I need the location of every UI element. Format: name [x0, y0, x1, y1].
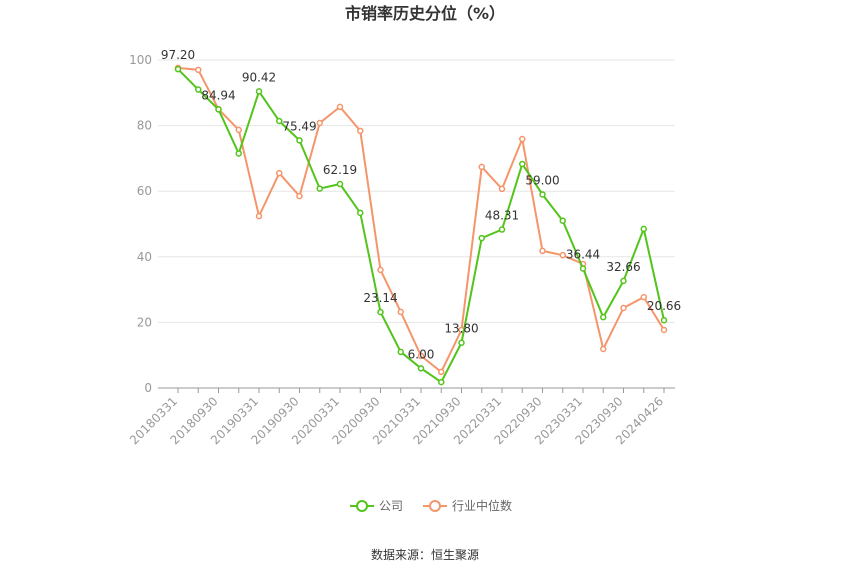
data-label: 6.00 [408, 347, 435, 361]
data-label: 75.49 [282, 119, 316, 133]
point [195, 86, 202, 93]
y-tick-label: 80 [137, 119, 152, 133]
data-label: 62.19 [323, 163, 357, 177]
series-line [177, 68, 665, 384]
point [660, 326, 668, 334]
point [255, 212, 263, 220]
chart-title: 市销率历史分位（%） [345, 4, 505, 23]
y-tick-label: 100 [129, 53, 152, 67]
data-label: 13.80 [444, 322, 478, 336]
point [316, 119, 323, 127]
source-note: 数据来源：恒生聚源 [371, 547, 479, 562]
legend-label: 公司 [379, 499, 403, 513]
legend-label: 行业中位数 [452, 498, 512, 513]
y-tick-label: 60 [137, 184, 152, 198]
data-label: 84.94 [201, 88, 235, 102]
point [316, 185, 323, 192]
point [195, 66, 202, 74]
point [478, 163, 485, 171]
data-label: 36.44 [566, 247, 600, 261]
point [296, 192, 303, 200]
point [539, 191, 546, 198]
point [478, 234, 485, 242]
point [620, 304, 627, 312]
point [357, 209, 364, 217]
point [539, 247, 546, 255]
point [579, 265, 587, 272]
point [498, 226, 506, 233]
legend-marker [356, 500, 368, 512]
point [640, 225, 647, 233]
point [438, 368, 445, 376]
point [519, 160, 526, 168]
point [276, 169, 283, 177]
data-label: 20.66 [647, 299, 681, 313]
point [235, 126, 242, 134]
point [336, 103, 344, 111]
point [458, 339, 465, 346]
point [377, 266, 384, 274]
data-label: 32.66 [606, 260, 640, 274]
point [397, 348, 404, 356]
point [660, 316, 668, 324]
point [640, 293, 647, 301]
point [620, 277, 627, 285]
point [377, 308, 384, 316]
data-label: 23.14 [363, 291, 397, 305]
point [600, 313, 607, 321]
data-label: 48.31 [485, 209, 519, 223]
point [174, 65, 182, 73]
point [417, 352, 425, 360]
y-tick-label: 0 [144, 381, 152, 395]
point [600, 345, 607, 353]
point [235, 150, 242, 157]
data-label: 90.42 [242, 70, 276, 84]
y-tick-label: 40 [137, 250, 152, 264]
point [498, 185, 506, 193]
point [559, 217, 566, 224]
point [438, 378, 445, 386]
legend-marker [429, 500, 442, 512]
point [397, 308, 404, 316]
data-label: 97.20 [161, 48, 195, 62]
point [519, 135, 526, 143]
point [336, 180, 344, 188]
point [215, 106, 222, 113]
data-label: 59.00 [525, 173, 559, 187]
point [276, 117, 283, 125]
point [357, 127, 364, 135]
point [559, 251, 566, 259]
point [255, 88, 263, 95]
point [417, 365, 425, 372]
point [296, 137, 303, 144]
y-tick-label: 20 [137, 315, 152, 329]
